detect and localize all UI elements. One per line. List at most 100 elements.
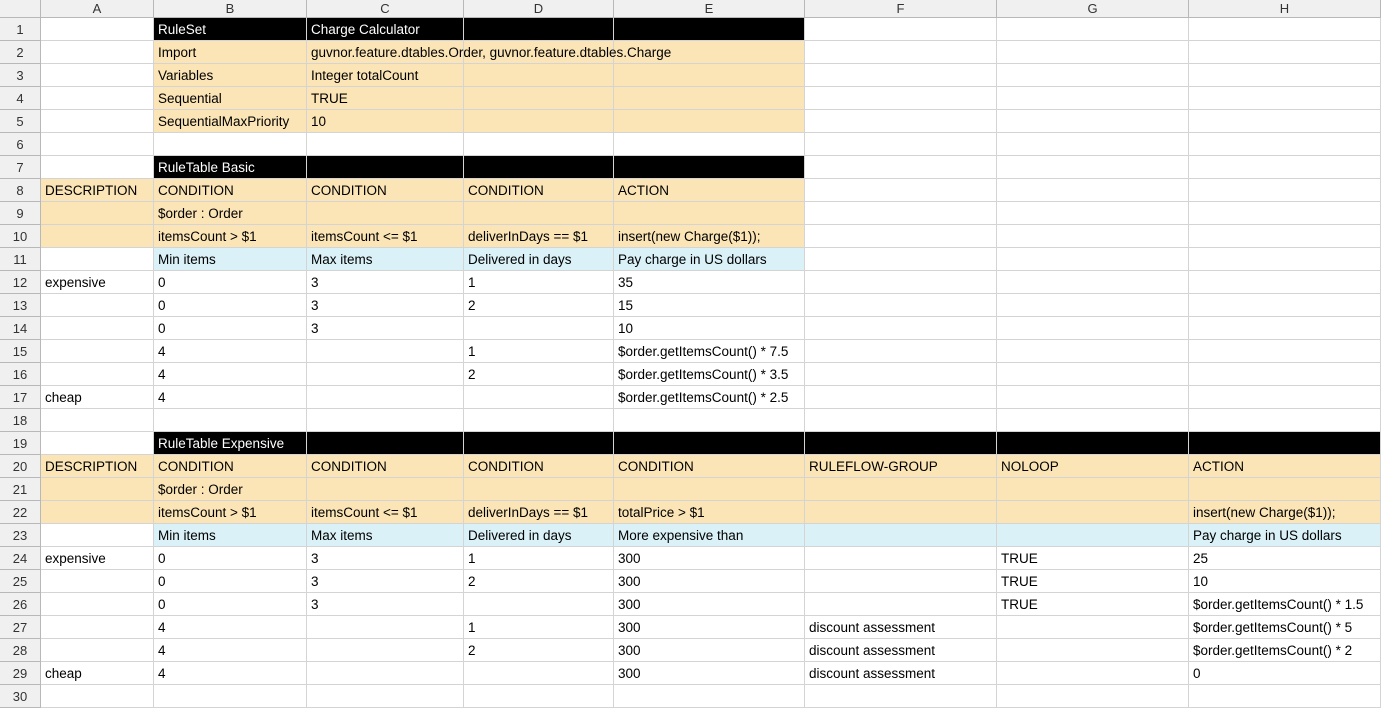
cell[interactable] (464, 478, 614, 501)
row-header[interactable]: 22 (0, 501, 41, 524)
cell[interactable] (41, 455, 154, 478)
cell[interactable] (1189, 432, 1381, 455)
cell[interactable] (464, 455, 614, 478)
column-header[interactable]: B (154, 0, 307, 18)
cell[interactable] (41, 202, 154, 225)
cell[interactable] (805, 593, 997, 616)
cell[interactable] (997, 133, 1189, 156)
cell[interactable] (805, 662, 997, 685)
row-header[interactable]: 24 (0, 547, 41, 570)
cell[interactable] (307, 662, 464, 685)
cell[interactable] (464, 133, 614, 156)
cell[interactable] (997, 547, 1189, 570)
cell[interactable] (464, 156, 614, 179)
cell[interactable] (41, 547, 154, 570)
cell[interactable] (614, 271, 805, 294)
row-header[interactable]: 7 (0, 156, 41, 179)
cell[interactable] (154, 317, 307, 340)
cell[interactable] (307, 87, 464, 110)
column-header[interactable]: H (1189, 0, 1381, 18)
cell[interactable] (614, 386, 805, 409)
cell[interactable] (1189, 524, 1381, 547)
cell[interactable] (997, 202, 1189, 225)
cell[interactable] (614, 639, 805, 662)
cell[interactable] (614, 340, 805, 363)
row-header[interactable]: 11 (0, 248, 41, 271)
cell[interactable] (1189, 570, 1381, 593)
cell[interactable] (1189, 87, 1381, 110)
cell[interactable] (614, 248, 805, 271)
cell[interactable] (1189, 616, 1381, 639)
cell[interactable] (614, 547, 805, 570)
cell[interactable] (614, 225, 805, 248)
cell[interactable] (805, 271, 997, 294)
cell[interactable] (1189, 110, 1381, 133)
cell[interactable] (614, 110, 805, 133)
cell[interactable] (805, 225, 997, 248)
row-header[interactable]: 13 (0, 294, 41, 317)
cell[interactable] (41, 478, 154, 501)
cell[interactable] (997, 570, 1189, 593)
column-header[interactable]: F (805, 0, 997, 18)
cell[interactable] (154, 133, 307, 156)
cell[interactable] (41, 317, 154, 340)
cell[interactable] (307, 455, 464, 478)
row-header[interactable]: 6 (0, 133, 41, 156)
cell[interactable] (464, 294, 614, 317)
cell[interactable] (307, 179, 464, 202)
cell[interactable] (805, 524, 997, 547)
cell[interactable] (997, 685, 1189, 708)
cell[interactable] (307, 570, 464, 593)
cell[interactable] (614, 616, 805, 639)
cell[interactable] (1189, 340, 1381, 363)
row-header[interactable]: 26 (0, 593, 41, 616)
cell[interactable] (1189, 133, 1381, 156)
cell[interactable] (997, 179, 1189, 202)
cell[interactable] (464, 179, 614, 202)
cell[interactable] (154, 409, 307, 432)
cell[interactable] (464, 87, 614, 110)
cell[interactable] (805, 156, 997, 179)
cell[interactable] (41, 524, 154, 547)
cell[interactable] (997, 409, 1189, 432)
cell[interactable] (307, 41, 464, 64)
cell[interactable] (805, 386, 997, 409)
cell[interactable] (307, 685, 464, 708)
cell[interactable] (614, 524, 805, 547)
cell[interactable] (805, 18, 997, 41)
cell[interactable] (41, 87, 154, 110)
cell[interactable] (154, 294, 307, 317)
row-header[interactable]: 9 (0, 202, 41, 225)
cell[interactable] (307, 317, 464, 340)
cell[interactable] (997, 225, 1189, 248)
cell[interactable] (805, 570, 997, 593)
cell[interactable] (41, 616, 154, 639)
cell[interactable] (805, 685, 997, 708)
cell[interactable] (154, 87, 307, 110)
cell[interactable] (805, 110, 997, 133)
cell[interactable] (997, 593, 1189, 616)
cell[interactable] (154, 271, 307, 294)
cell[interactable] (464, 18, 614, 41)
cell[interactable] (154, 156, 307, 179)
cell[interactable] (1189, 317, 1381, 340)
cell[interactable] (1189, 501, 1381, 524)
cell[interactable] (307, 524, 464, 547)
cell[interactable] (154, 570, 307, 593)
cell[interactable] (307, 501, 464, 524)
cell[interactable] (307, 639, 464, 662)
cell[interactable] (307, 202, 464, 225)
cell[interactable] (1189, 18, 1381, 41)
cell[interactable] (614, 685, 805, 708)
row-header[interactable]: 27 (0, 616, 41, 639)
cell[interactable] (1189, 455, 1381, 478)
cell[interactable] (614, 409, 805, 432)
cell[interactable] (154, 340, 307, 363)
cell[interactable] (41, 225, 154, 248)
row-header[interactable]: 30 (0, 685, 41, 708)
cell[interactable] (307, 271, 464, 294)
cell[interactable] (464, 524, 614, 547)
cell[interactable] (805, 317, 997, 340)
cell[interactable] (997, 432, 1189, 455)
cell[interactable] (154, 225, 307, 248)
